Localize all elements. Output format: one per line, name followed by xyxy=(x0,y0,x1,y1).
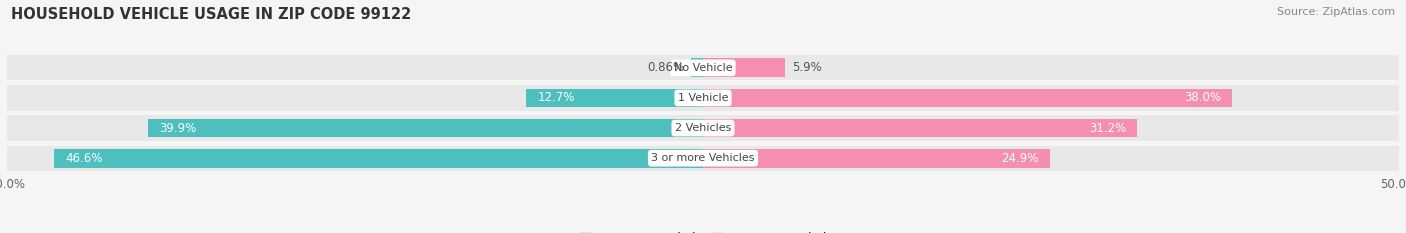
Text: No Vehicle: No Vehicle xyxy=(673,63,733,73)
Bar xyxy=(7,146,1399,171)
Bar xyxy=(703,58,785,77)
Text: 38.0%: 38.0% xyxy=(1184,91,1220,104)
Bar xyxy=(7,85,1399,111)
Text: 24.9%: 24.9% xyxy=(1001,152,1039,165)
Bar xyxy=(703,149,1050,168)
Text: 39.9%: 39.9% xyxy=(159,122,195,135)
Bar xyxy=(55,149,703,168)
Text: 2 Vehicles: 2 Vehicles xyxy=(675,123,731,133)
Bar xyxy=(7,55,1399,80)
Text: 12.7%: 12.7% xyxy=(537,91,575,104)
Text: 0.86%: 0.86% xyxy=(647,61,685,74)
Text: 5.9%: 5.9% xyxy=(792,61,823,74)
Text: Source: ZipAtlas.com: Source: ZipAtlas.com xyxy=(1277,7,1395,17)
Text: 1 Vehicle: 1 Vehicle xyxy=(678,93,728,103)
Text: 31.2%: 31.2% xyxy=(1088,122,1126,135)
Bar xyxy=(703,89,1232,107)
Bar xyxy=(526,89,703,107)
Text: HOUSEHOLD VEHICLE USAGE IN ZIP CODE 99122: HOUSEHOLD VEHICLE USAGE IN ZIP CODE 9912… xyxy=(11,7,412,22)
Text: 3 or more Vehicles: 3 or more Vehicles xyxy=(651,153,755,163)
Bar xyxy=(703,119,1137,137)
Legend: Owner-occupied, Renter-occupied: Owner-occupied, Renter-occupied xyxy=(579,232,827,233)
Bar xyxy=(690,58,703,77)
Bar xyxy=(148,119,703,137)
Bar xyxy=(7,115,1399,141)
Text: 46.6%: 46.6% xyxy=(66,152,103,165)
